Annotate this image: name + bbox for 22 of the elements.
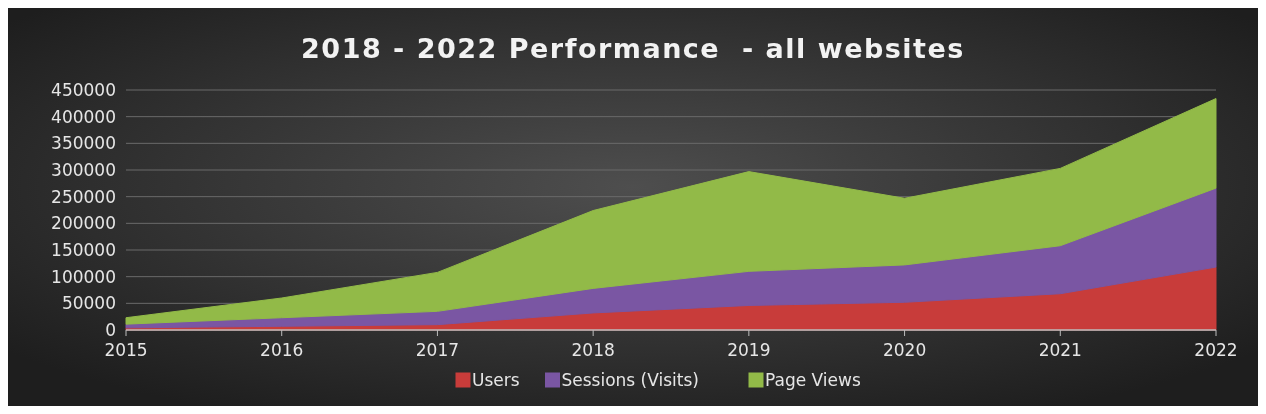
chart-title: 2018 - 2022 Performance - all websites	[301, 33, 965, 64]
y-tick-label: 150000	[51, 239, 116, 260]
x-tick-label: 2015	[104, 340, 148, 360]
x-tick-label: 2017	[415, 340, 460, 360]
y-tick-label: 250000	[51, 186, 116, 207]
x-tick-label: 2021	[1038, 340, 1082, 360]
y-tick-label: 400000	[51, 106, 116, 127]
x-tick-label: 2019	[727, 340, 771, 360]
x-tick-label: 2020	[882, 340, 927, 360]
y-tick-label: 100000	[51, 266, 116, 287]
x-tick-label: 2022	[1194, 340, 1238, 360]
y-tick-label: 300000	[51, 159, 116, 180]
legend-label: Users	[472, 369, 520, 390]
y-tick-label: 200000	[51, 213, 116, 234]
legend-label: Page Views	[765, 369, 861, 390]
x-tick-label: 2016	[260, 340, 304, 360]
y-tick-label: 0	[105, 319, 116, 340]
y-tick-label: 450000	[51, 79, 116, 100]
y-tick-label: 350000	[51, 133, 116, 154]
x-tick-label: 2018	[571, 340, 615, 360]
legend-label: Sessions (Visits)	[561, 369, 699, 390]
y-tick-label: 50000	[61, 293, 116, 314]
